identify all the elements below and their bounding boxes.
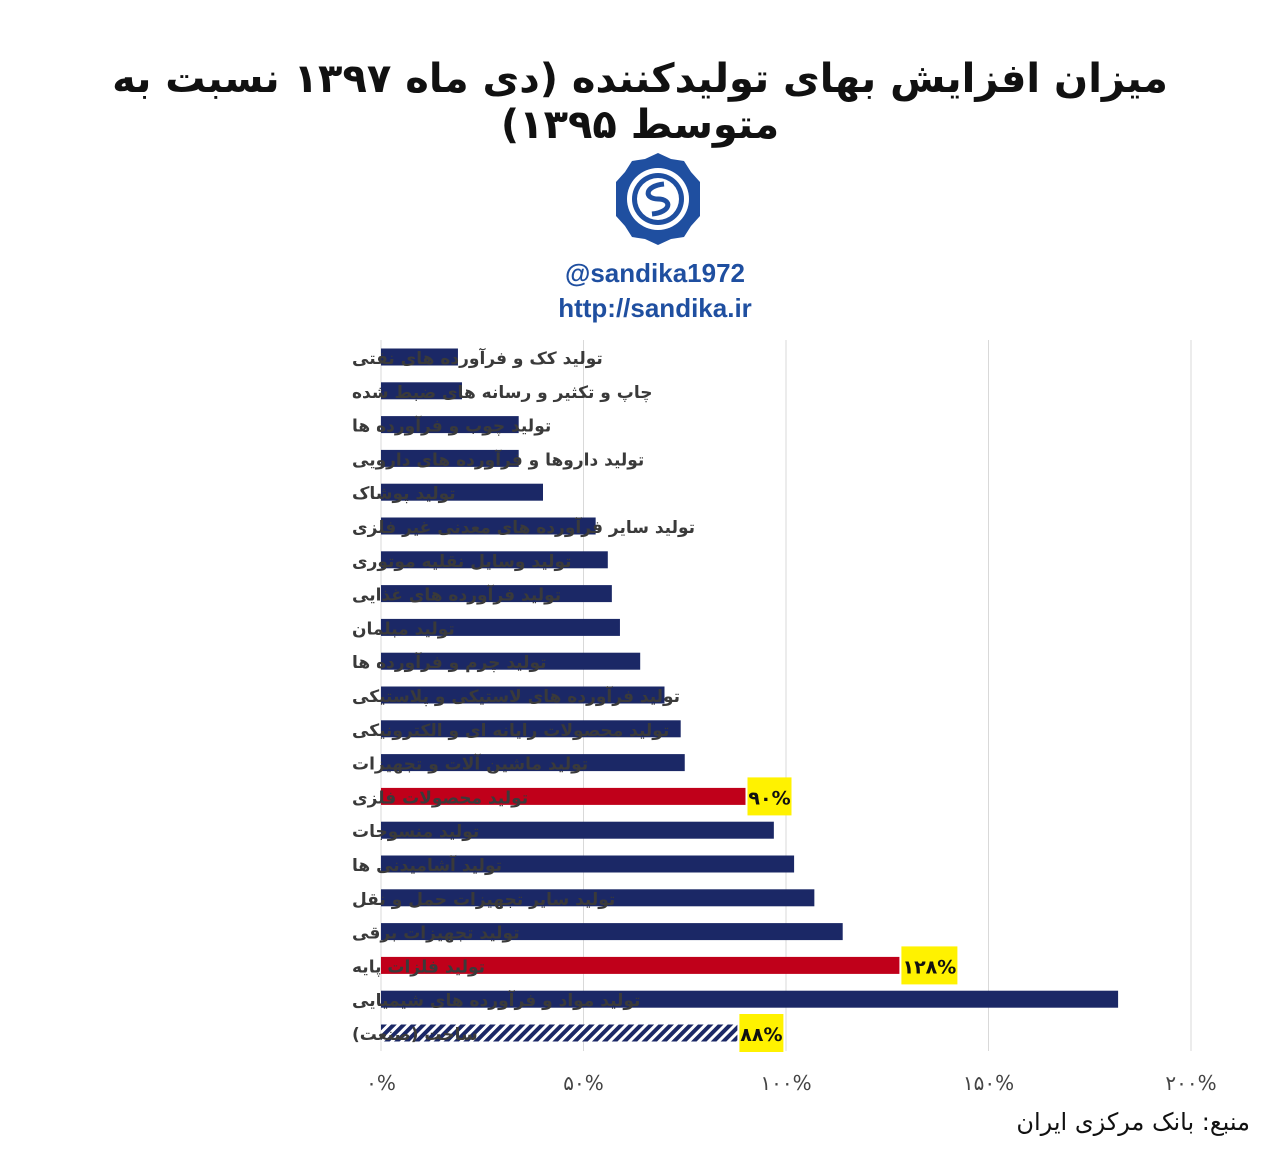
bar	[381, 483, 543, 501]
data-label-background	[901, 946, 958, 985]
x-tick-label: ۱۵۰%	[963, 1071, 1014, 1095]
category-label: تولید فرآورده های غذایی	[352, 584, 561, 606]
category-label: تولید کک و فرآورده های نفتی	[352, 347, 603, 369]
category-label: تولید پوشاک	[352, 484, 456, 504]
category-label: تولید آشامیدنی ها	[352, 854, 502, 876]
category-label: تولید محصولات رایانه ای و الکترونیکی	[352, 721, 669, 741]
twitter-handle: @sandika1972	[564, 258, 746, 288]
data-label-background	[739, 1014, 784, 1052]
category-label: تولید ماشین آلات و تجهیزات	[352, 753, 588, 775]
category-label: تولید سایر فرآورده های معدنی غیر فلزی	[352, 516, 695, 538]
category-label: ساخت (صنعت)	[352, 1025, 478, 1045]
bar	[381, 517, 596, 535]
data-label-background	[747, 777, 792, 816]
category-label: تولید فلزات پایه	[352, 957, 485, 977]
bar	[381, 382, 462, 400]
bar	[381, 754, 685, 772]
category-label: تولید مواد و فرآورده های شیمیایی	[352, 989, 640, 1011]
bar	[381, 956, 900, 974]
sandika-logo	[616, 153, 700, 245]
chart-title: میزان افزایش بهای تولیدکننده (دی ماه ۱۳۹…	[112, 56, 1168, 148]
bar	[381, 1024, 738, 1042]
bar	[381, 416, 519, 434]
category-label: تولید فرآورده های لاستیکی و پلاستیکی	[352, 685, 680, 707]
bar	[381, 821, 774, 839]
category-label: تولید سایر تجهیزات حمل و نقل	[352, 890, 615, 910]
bar	[381, 787, 746, 805]
category-label: چاپ و تکثیر و رسانه های ضبط شده	[352, 383, 652, 403]
category-label: تولید تجهیزات برقی	[352, 924, 520, 944]
source-note: منبع: بانک مرکزی ایران	[1016, 1108, 1250, 1136]
category-label: تولید چرم و فرآورده ها	[352, 651, 547, 673]
category-label: تولید داروها و فرآورده های دارویی	[352, 448, 644, 470]
bar	[381, 585, 612, 603]
category-label: تولید چوب و فرآورده ها	[352, 415, 551, 437]
data-label: ۹۰%	[748, 787, 790, 809]
category-label: تولید محصولات فلزی	[352, 788, 528, 808]
category-label: تولید وسایل نقلیه موتوری	[352, 552, 572, 572]
bar	[381, 686, 665, 704]
x-tick-label: ۵۰%	[563, 1071, 604, 1095]
data-label: ۱۲۸%	[902, 956, 956, 978]
category-label: تولید مبلمان	[352, 619, 455, 639]
bar	[381, 990, 1119, 1008]
website-url: http://sandika.ir	[558, 293, 752, 323]
category-label: تولید منسوجات	[352, 822, 479, 842]
bar	[381, 720, 681, 738]
bar	[381, 348, 458, 366]
x-tick-label: ۱۰۰%	[760, 1071, 811, 1095]
bar	[381, 652, 641, 670]
x-tick-label: ۰%	[366, 1071, 396, 1095]
bar	[381, 551, 608, 569]
bar	[381, 923, 843, 941]
bar	[381, 618, 620, 636]
bar	[381, 855, 795, 873]
data-label: ۸۸%	[740, 1024, 782, 1046]
bar	[381, 889, 815, 907]
x-tick-label: ۲۰۰%	[1165, 1071, 1216, 1095]
bar	[381, 449, 519, 467]
